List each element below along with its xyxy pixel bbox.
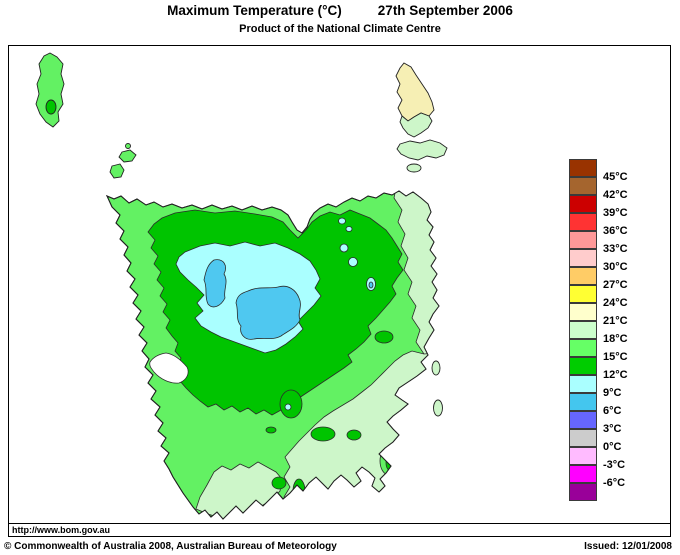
legend-swatch: [569, 339, 597, 357]
footer-url: http://www.bom.gov.au: [12, 525, 110, 535]
legend-swatch: [569, 393, 597, 411]
title-row: Maximum Temperature (°C) 27th September …: [0, 3, 680, 18]
legend-swatch: [569, 285, 597, 303]
legend-swatch: [569, 267, 597, 285]
legend-label: 24°C: [603, 297, 628, 309]
legend-label: -6°C: [603, 477, 626, 489]
legend-swatch: [569, 195, 597, 213]
legend-label: 15°C: [603, 351, 628, 363]
legend-swatch: [569, 483, 597, 501]
page-title: Maximum Temperature (°C): [167, 3, 342, 18]
legend-swatch: [569, 177, 597, 195]
legend-swatch: [569, 321, 597, 339]
legend-swatch: [569, 357, 597, 375]
legend-label: 18°C: [603, 333, 628, 345]
legend-swatch: [569, 159, 597, 177]
temperature-legend: 45°C 42°C 39°C 36°C 33°C 30°C 27°C 24°C 21°C 18°C…: [569, 159, 680, 501]
legend-label: 36°C: [603, 225, 628, 237]
legend-label: 33°C: [603, 243, 628, 255]
legend-label: -3°C: [603, 459, 626, 471]
legend-swatch: [569, 411, 597, 429]
legend-label: 12°C: [603, 369, 628, 381]
issued-date: Issued: 12/01/2008: [584, 541, 672, 552]
legend-swatch: [569, 447, 597, 465]
legend-label: 39°C: [603, 207, 628, 219]
legend-label: 6°C: [603, 405, 622, 417]
page-subtitle: Product of the National Climate Centre: [239, 23, 441, 35]
legend-label: 42°C: [603, 189, 628, 201]
legend-swatch: [569, 231, 597, 249]
legend-label: 21°C: [603, 315, 628, 327]
legend-swatch: [569, 375, 597, 393]
legend-swatch: [569, 303, 597, 321]
legend-label: 0°C: [603, 441, 622, 453]
legend-label: 27°C: [603, 279, 628, 291]
page-date: 27th September 2006: [377, 3, 513, 18]
legend-label: 3°C: [603, 423, 622, 435]
legend-swatch: [569, 249, 597, 267]
legend-swatch: [569, 465, 597, 483]
legend-swatch: [569, 429, 597, 447]
legend-label: 30°C: [603, 261, 628, 273]
legend-swatch: [569, 213, 597, 231]
copyright-text: © Commonwealth of Australia 2008, Austra…: [4, 541, 337, 552]
url-bar: http://www.bom.gov.au: [9, 523, 670, 536]
legend-label: 9°C: [603, 387, 622, 399]
legend-label: 45°C: [603, 171, 628, 183]
